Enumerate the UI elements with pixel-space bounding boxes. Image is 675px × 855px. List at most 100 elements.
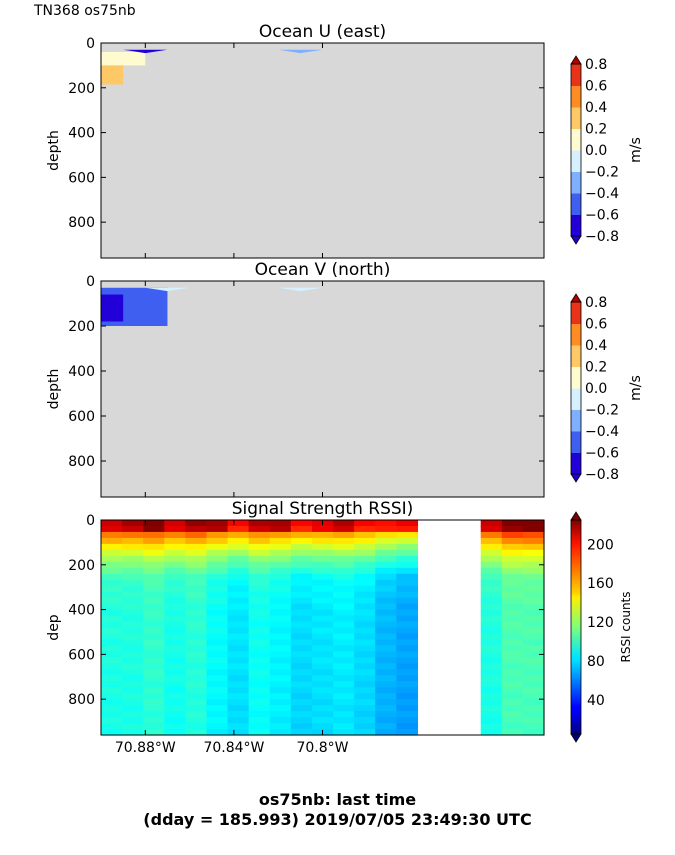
ytick-label: 200 <box>68 319 95 335</box>
rssi-cell <box>290 555 313 563</box>
rssi-cell <box>290 705 313 712</box>
rssi-cell <box>185 615 208 623</box>
rssi-cell <box>206 681 229 688</box>
rssi-cell <box>501 705 524 712</box>
rssi-cell <box>354 621 376 629</box>
colorbar-3 <box>570 511 582 743</box>
rssi-cell <box>501 549 524 557</box>
rssi-cell <box>480 669 503 676</box>
rssi-cell <box>206 543 229 551</box>
rssi-cell <box>269 729 292 736</box>
rssi-cell <box>396 693 419 700</box>
rssi-cell <box>101 639 123 647</box>
rssi-cell <box>480 525 503 533</box>
rssi-cell <box>248 520 271 527</box>
rssi-cell <box>480 681 503 688</box>
rssi-cell <box>122 705 144 712</box>
rssi-cell <box>375 579 397 587</box>
rssi-cell <box>522 585 545 593</box>
rssi-cell <box>501 711 524 718</box>
rssi-cell <box>227 711 250 718</box>
rssi-cell <box>227 567 250 575</box>
rssi-cell <box>143 723 165 730</box>
rssi-cell <box>143 711 165 718</box>
rssi-cell <box>185 621 208 629</box>
rssi-cell <box>248 657 271 664</box>
rssi-cell <box>354 723 376 730</box>
rssi-cell <box>375 699 397 706</box>
rssi-cell <box>480 699 503 706</box>
rssi-cell <box>227 633 250 641</box>
rssi-cell <box>333 615 355 623</box>
colorbar-2 <box>570 293 582 483</box>
rssi-cell <box>354 585 376 593</box>
ytick-label: 400 <box>68 126 95 142</box>
rssi-cell <box>269 549 292 557</box>
rssi-cell <box>354 663 376 670</box>
rssi-cell <box>522 520 545 527</box>
colorbar-label: RSSI counts <box>619 591 633 662</box>
rssi-cell <box>164 585 186 593</box>
rssi-cell <box>227 693 250 700</box>
rssi-cell <box>185 585 208 593</box>
rssi-cell <box>206 537 229 545</box>
ytick-label: 600 <box>68 170 95 186</box>
rssi-cell <box>164 543 186 551</box>
rssi-cell <box>269 705 292 712</box>
rssi-cell <box>143 543 165 551</box>
rssi-cell <box>311 621 334 629</box>
rssi-cell <box>101 633 123 641</box>
rssi-cell <box>164 687 186 694</box>
rssi-cell <box>311 603 334 611</box>
rssi-cell <box>206 633 229 641</box>
rssi-cell <box>206 717 229 724</box>
rssi-cell <box>480 663 503 670</box>
colorbar-tick-label: −0.4 <box>585 424 619 440</box>
xtick-label: 70.88°W <box>115 740 176 756</box>
rssi-cell <box>375 621 397 629</box>
rssi-cell <box>480 657 503 664</box>
rssi-cell <box>480 531 503 539</box>
rssi-cell <box>143 729 165 736</box>
rssi-cell <box>290 549 313 557</box>
rssi-cell <box>290 627 313 635</box>
rssi-cell <box>206 651 229 658</box>
rssi-cell <box>396 543 419 551</box>
rssi-cell <box>333 597 355 605</box>
rssi-cell <box>227 585 250 593</box>
rssi-cell <box>333 579 355 587</box>
rssi-cell <box>143 675 165 682</box>
colorbar-tick-label: −0.8 <box>585 467 619 483</box>
rssi-cell <box>206 693 229 700</box>
rssi-cell <box>143 549 165 557</box>
rssi-cell <box>522 651 545 658</box>
rssi-cell <box>501 651 524 658</box>
rssi-cell <box>227 699 250 706</box>
rssi-cell <box>248 705 271 712</box>
rssi-cell <box>101 609 123 617</box>
rssi-cell <box>143 645 165 652</box>
rssi-cell <box>143 663 165 670</box>
rssi-cell <box>396 537 419 545</box>
rssi-cell <box>122 723 144 730</box>
rssi-cell <box>480 723 503 730</box>
rssi-cell <box>227 579 250 587</box>
rssi-cell <box>206 573 229 581</box>
rssi-cell <box>143 717 165 724</box>
rssi-cell <box>185 729 208 736</box>
rssi-cell <box>122 543 144 551</box>
rssi-cell <box>311 549 334 557</box>
rssi-cell <box>396 579 419 587</box>
rssi-cell <box>122 585 144 593</box>
rssi-cell <box>185 520 208 527</box>
colorbar-gradient <box>571 520 581 734</box>
rssi-cell <box>269 675 292 682</box>
rssi-cell <box>480 567 503 575</box>
rssi-cell <box>501 567 524 575</box>
rssi-cell <box>501 723 524 730</box>
rssi-cell <box>375 651 397 658</box>
rssi-cell <box>269 567 292 575</box>
rssi-cell <box>164 537 186 545</box>
rssi-cell <box>164 621 186 629</box>
rssi-cell <box>290 717 313 724</box>
